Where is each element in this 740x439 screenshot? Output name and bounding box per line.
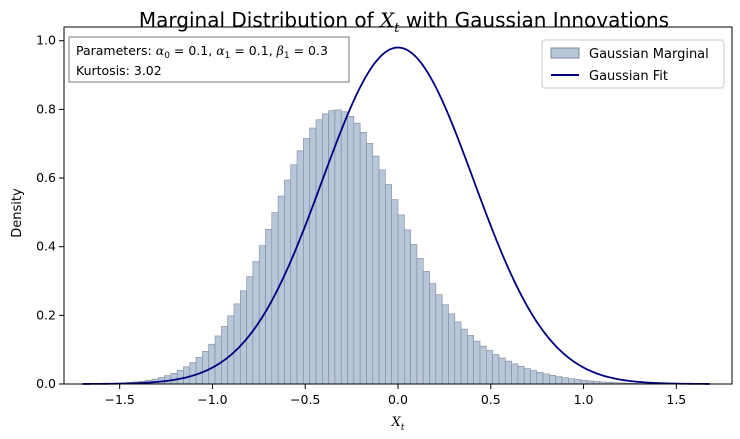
histogram-bar: [498, 357, 506, 385]
histogram-bar: [353, 122, 361, 385]
histogram-bar: [580, 379, 588, 385]
annotation-box: [68, 36, 350, 83]
histogram-bar: [435, 294, 443, 385]
histogram-bar: [176, 370, 184, 385]
histogram-bar: [208, 343, 216, 385]
histogram-bar: [359, 132, 367, 385]
gaussian-fit-curve: [82, 46, 710, 385]
x-tick-label: 1.5: [666, 392, 686, 407]
parameters-text: Parameters: α0 = 0.1, α1 = 0.1, β1 = 0.3: [76, 43, 328, 61]
histogram-bar: [347, 115, 355, 385]
histogram-bar: [296, 150, 304, 385]
histogram-bar: [246, 276, 254, 385]
x-tick-label: 0.5: [481, 392, 501, 407]
histogram-bar: [195, 357, 203, 385]
histogram-bar: [568, 378, 575, 385]
histogram-bar: [391, 199, 399, 385]
legend-histogram-label: Gaussian Marginal: [589, 47, 709, 62]
histogram-bar: [321, 113, 329, 385]
histogram-bar: [574, 379, 582, 385]
histogram-bar: [555, 376, 563, 385]
x-tick-label: 0.0: [388, 392, 408, 407]
histogram-bar: [473, 340, 481, 385]
histogram-bar: [517, 366, 525, 385]
y-tick-label: 1.0: [36, 33, 56, 48]
x-axis-ticks: −1.5 −1.0 −0.5 0.0 0.5 1.0 1.5: [104, 384, 686, 407]
histogram-bar: [549, 375, 557, 385]
histogram-bar: [404, 229, 411, 385]
y-tick-label: 0.0: [36, 376, 56, 391]
histogram-bar: [277, 195, 285, 385]
y-tick-label: 0.2: [36, 307, 56, 322]
histogram-bar: [303, 138, 310, 385]
histogram-bar: [202, 351, 210, 385]
histogram-bar: [542, 373, 550, 385]
legend-fit-label: Gaussian Fit: [589, 69, 668, 84]
x-tick-label: 1.0: [574, 392, 594, 407]
histogram-bar: [422, 271, 430, 385]
histogram-bar: [454, 321, 462, 385]
histogram-bar: [214, 335, 222, 385]
histogram-bar: [460, 328, 468, 385]
histogram-bar: [536, 372, 544, 385]
histogram-bar: [189, 362, 197, 385]
x-axis-label: Xt: [391, 415, 405, 433]
histogram-bar: [523, 368, 531, 385]
kurtosis-text: Kurtosis: 3.02: [76, 63, 162, 78]
histogram-bar: [221, 326, 228, 385]
x-tick-label: −1.5: [104, 392, 134, 407]
histogram-bar: [530, 370, 538, 385]
histogram-bar: [561, 377, 569, 385]
histogram-bar: [309, 127, 317, 385]
x-tick-label: −1.0: [197, 392, 227, 407]
histogram-bar: [467, 335, 475, 385]
parameters-annotation: Parameters: α0 = 0.1, α1 = 0.1, β1 = 0.3…: [68, 36, 350, 83]
y-tick-label: 0.4: [36, 239, 56, 254]
histogram-bars: [82, 109, 689, 385]
legend-box: [541, 39, 725, 89]
histogram-bar: [372, 155, 380, 385]
histogram-bar: [239, 290, 247, 385]
histogram-bar: [334, 109, 342, 385]
y-axis-ticks: 0.0 0.2 0.4 0.6 0.8 1.0: [36, 33, 64, 391]
histogram-bar: [183, 366, 191, 385]
histogram-bar: [227, 315, 235, 385]
y-tick-label: 0.8: [36, 101, 56, 116]
histogram-bar: [290, 164, 298, 385]
histogram-bar: [492, 354, 500, 385]
histogram-bar: [385, 184, 392, 385]
x-tick-label: −0.5: [290, 392, 320, 407]
chart-title: Marginal Distribution of Xt with Gaussia…: [139, 8, 669, 36]
histogram-bar: [504, 360, 512, 385]
histogram-bar: [315, 119, 323, 385]
histogram-bar: [284, 179, 292, 385]
histogram-bar: [486, 350, 493, 385]
histogram-bar: [397, 214, 405, 385]
histogram-bar: [511, 363, 519, 385]
y-tick-label: 0.6: [36, 170, 56, 185]
histogram-bar: [233, 303, 241, 385]
legend-histogram-swatch: [550, 47, 580, 59]
histogram-bar: [448, 313, 456, 385]
y-axis-label: Density: [10, 188, 25, 238]
legend: Gaussian Marginal Gaussian Fit: [541, 39, 725, 89]
histogram-bar: [416, 258, 424, 385]
histogram-bar: [479, 345, 487, 385]
histogram-bar: [378, 169, 386, 385]
histogram-bar: [410, 244, 418, 385]
histogram-bar: [340, 111, 348, 385]
histogram-bar: [429, 283, 437, 385]
histogram-bar: [441, 304, 449, 385]
histogram-bar: [366, 143, 374, 385]
